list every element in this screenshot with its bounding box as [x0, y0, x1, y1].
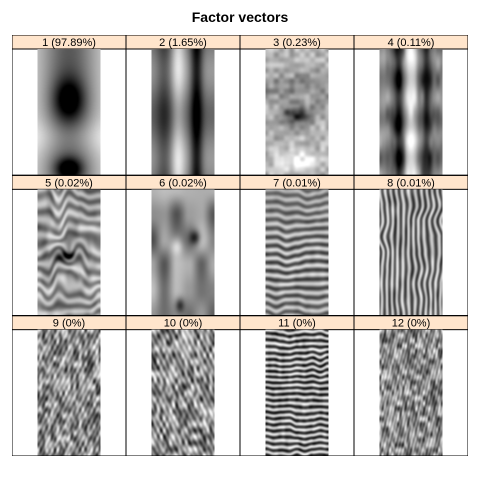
panel-label-2: 2 (1.65%) [159, 37, 207, 49]
panel-label-3: 3 (0.23%) [273, 37, 321, 49]
panel-label-11: 11 (0%) [278, 318, 316, 330]
panel-9: 9 (0%) [12, 315, 127, 456]
factor-image-5 [37, 189, 101, 316]
factor-image-7 [265, 189, 329, 316]
factor-image-11 [265, 329, 329, 456]
panel-label-8: 8 (0.01%) [387, 177, 435, 189]
panel-label-1: 1 (97.89%) [42, 37, 96, 49]
panel-2: 2 (1.65%) [125, 35, 241, 176]
panel-label-12: 12 (0%) [392, 318, 431, 330]
panels-svg: 1 (97.89%) 2 (1.65%) 3 (0.23%) 4 (0.11%) 5 (… [12, 35, 468, 456]
panel-10: 10 (0%) [125, 315, 241, 456]
factor-image-9 [37, 329, 101, 456]
factor-grid: 1 (97.89%) 2 (1.65%) 3 (0.23%) 4 (0.11%) 5 (… [12, 35, 468, 456]
panel-label-10: 10 (0%) [164, 318, 203, 330]
panel-1: 1 (97.89%) [12, 35, 127, 176]
panel-6: 6 (0.02%) [125, 174, 241, 317]
panel-12: 12 (0%) [353, 315, 468, 456]
panel-label-7: 7 (0.01%) [273, 177, 321, 189]
factor-image-3 [265, 49, 329, 176]
factor-image-6 [151, 189, 215, 316]
panel-label-5: 5 (0.02%) [45, 177, 93, 189]
factor-image-10 [151, 329, 215, 456]
factor-image-1 [37, 49, 101, 176]
factor-image-8 [379, 189, 443, 316]
panel-label-4: 4 (0.11%) [388, 37, 435, 49]
panel-11: 11 (0%) [239, 315, 355, 456]
panel-4: 4 (0.11%) [353, 35, 468, 176]
panel-5: 5 (0.02%) [12, 174, 127, 317]
factor-image-12 [379, 329, 443, 456]
panel-3: 3 (0.23%) [239, 35, 355, 176]
chart-title: Factor vectors [191, 9, 289, 25]
panel-7: 7 (0.01%) [239, 174, 355, 317]
panel-label-6: 6 (0.02%) [159, 177, 207, 189]
factor-image-2 [151, 49, 215, 176]
factor-image-4 [379, 49, 443, 176]
panel-8: 8 (0.01%) [353, 174, 468, 317]
panel-label-9: 9 (0%) [53, 318, 85, 330]
